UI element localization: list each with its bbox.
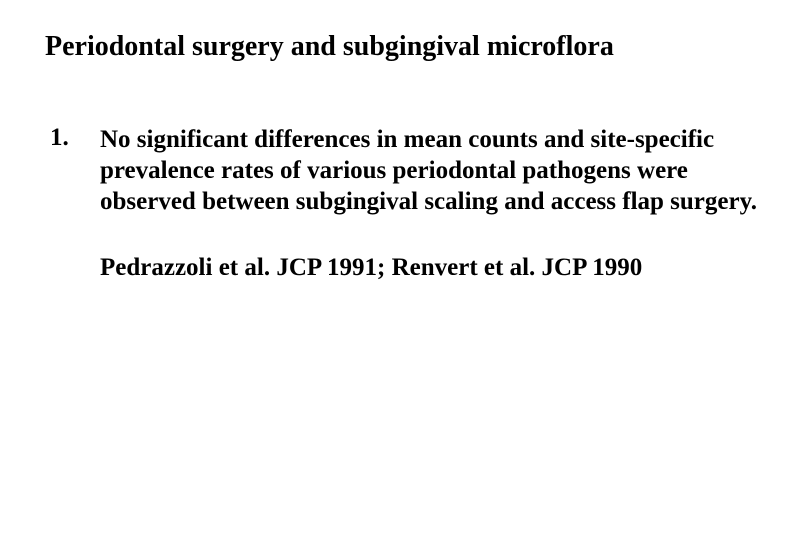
slide-title: Periodontal surgery and subgingival micr… xyxy=(45,30,760,64)
list-item-content: No significant differences in mean count… xyxy=(100,124,760,218)
list-item: 1. No significant differences in mean co… xyxy=(45,124,760,218)
list-item-number: 1. xyxy=(45,124,100,152)
numbered-list: 1. No significant differences in mean co… xyxy=(45,124,760,253)
citation-text: Pedrazzoli et al. JCP 1991; Renvert et a… xyxy=(100,252,760,283)
list-item-text: No significant differences in mean count… xyxy=(100,124,760,218)
